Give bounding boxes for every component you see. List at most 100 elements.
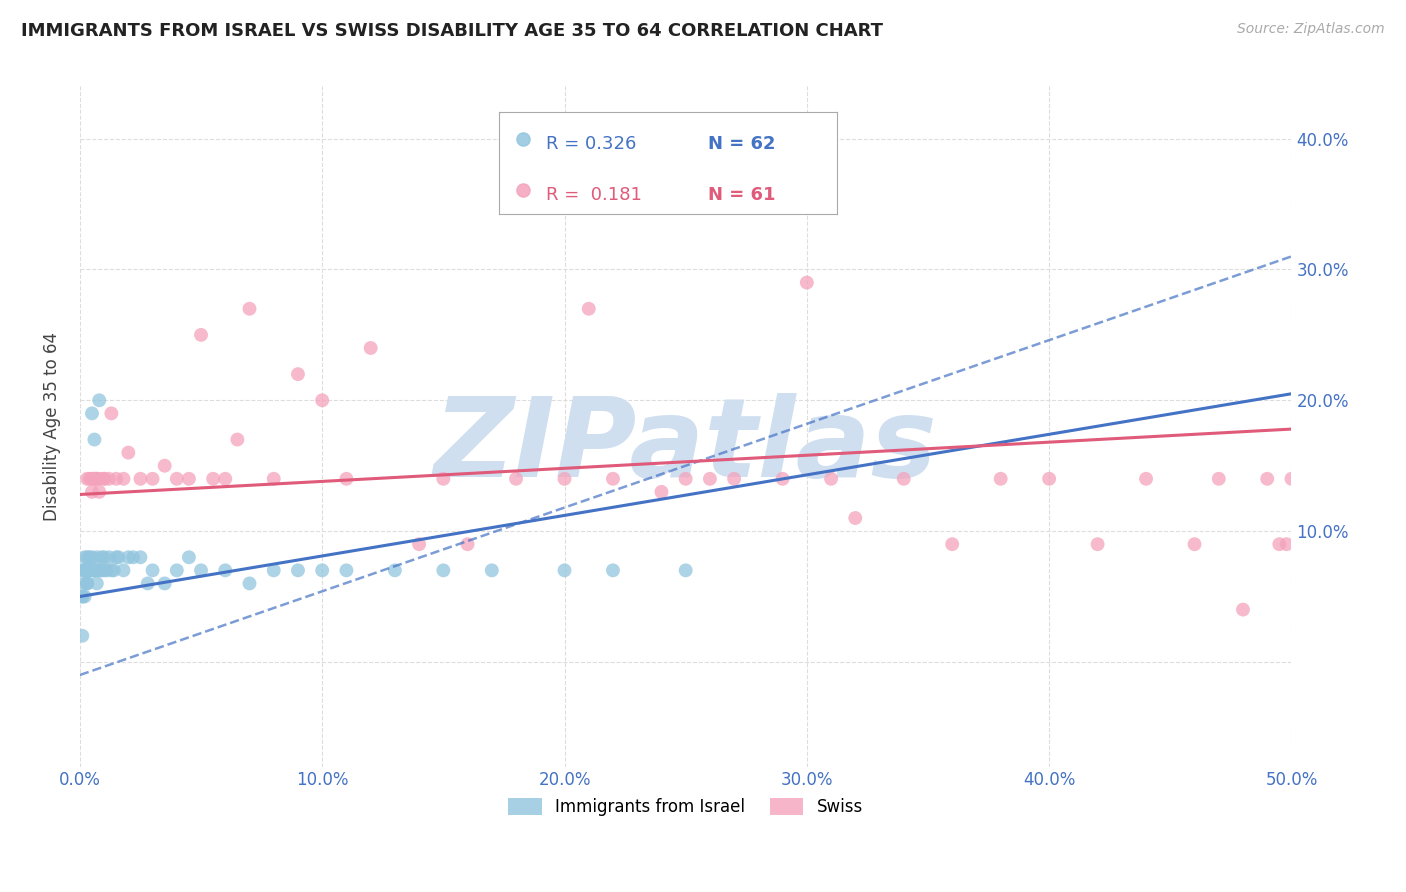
Point [1208,472,1230,486]
Point [166,472,188,486]
Point [76,563,98,577]
Point [432,472,454,486]
Point [287,563,309,577]
Point [202,472,225,486]
Point [136,576,159,591]
Point [80,563,103,577]
Point [190,327,212,342]
Point [602,472,624,486]
Point [990,472,1012,486]
Y-axis label: Disability Age 35 to 64: Disability Age 35 to 64 [44,332,60,521]
Point [96,563,118,577]
Point [129,550,152,565]
Point [602,563,624,577]
Point [153,458,176,473]
Point [129,472,152,486]
Point [1184,537,1206,551]
Point [76,472,98,486]
Point [97,550,120,565]
Point [287,367,309,381]
Point [86,472,108,486]
Point [76,550,98,565]
Point [553,472,575,486]
Point [796,276,818,290]
Point [723,472,745,486]
Point [238,576,260,591]
Point [112,563,135,577]
Point [190,563,212,577]
Point [72,563,94,577]
Point [103,563,125,577]
Text: N = 61: N = 61 [709,186,776,204]
Point [73,563,96,577]
Point [117,550,139,565]
Point [76,576,98,591]
Point [89,393,111,408]
Point [1256,472,1278,486]
Text: Source: ZipAtlas.com: Source: ZipAtlas.com [1237,22,1385,37]
Point [107,550,129,565]
Point [83,433,105,447]
Legend: Immigrants from Israel, Swiss: Immigrants from Israel, Swiss [502,791,870,822]
Point [93,550,115,565]
Point [73,563,96,577]
Point [80,550,103,565]
Point [432,563,454,577]
Point [72,590,94,604]
Text: N = 62: N = 62 [709,135,776,153]
Point [79,472,101,486]
Point [112,472,135,486]
Point [166,563,188,577]
Point [1087,537,1109,551]
Point [73,576,96,591]
Point [105,550,128,565]
Point [408,537,430,551]
Point [177,550,200,565]
Point [80,563,103,577]
Point [93,563,115,577]
Point [505,472,527,486]
Point [1268,537,1291,551]
Point [772,472,794,486]
Point [79,563,101,577]
Point [675,563,697,577]
Point [122,550,145,565]
Point [89,472,111,486]
Point [311,563,333,577]
Point [89,563,111,577]
Point [512,132,534,146]
Point [79,550,101,565]
Point [153,576,176,591]
Point [72,590,94,604]
Point [820,472,842,486]
Point [83,472,105,486]
Point [1281,472,1303,486]
Point [675,472,697,486]
Point [335,563,357,577]
Point [76,576,98,591]
Point [90,563,112,577]
Point [747,170,769,185]
Point [90,550,112,565]
Point [263,563,285,577]
Point [457,537,479,551]
Point [553,563,575,577]
Point [117,445,139,459]
Point [79,563,101,577]
Point [73,550,96,565]
Point [100,563,122,577]
Point [578,301,600,316]
Point [80,406,103,420]
Point [73,590,96,604]
Point [105,472,128,486]
Point [80,472,103,486]
Point [93,472,115,486]
Point [311,393,333,408]
Point [512,184,534,198]
Point [1232,602,1254,616]
Point [226,433,249,447]
Point [89,484,111,499]
Text: ZIPatlas: ZIPatlas [434,393,938,500]
Point [86,563,108,577]
Point [93,472,115,486]
